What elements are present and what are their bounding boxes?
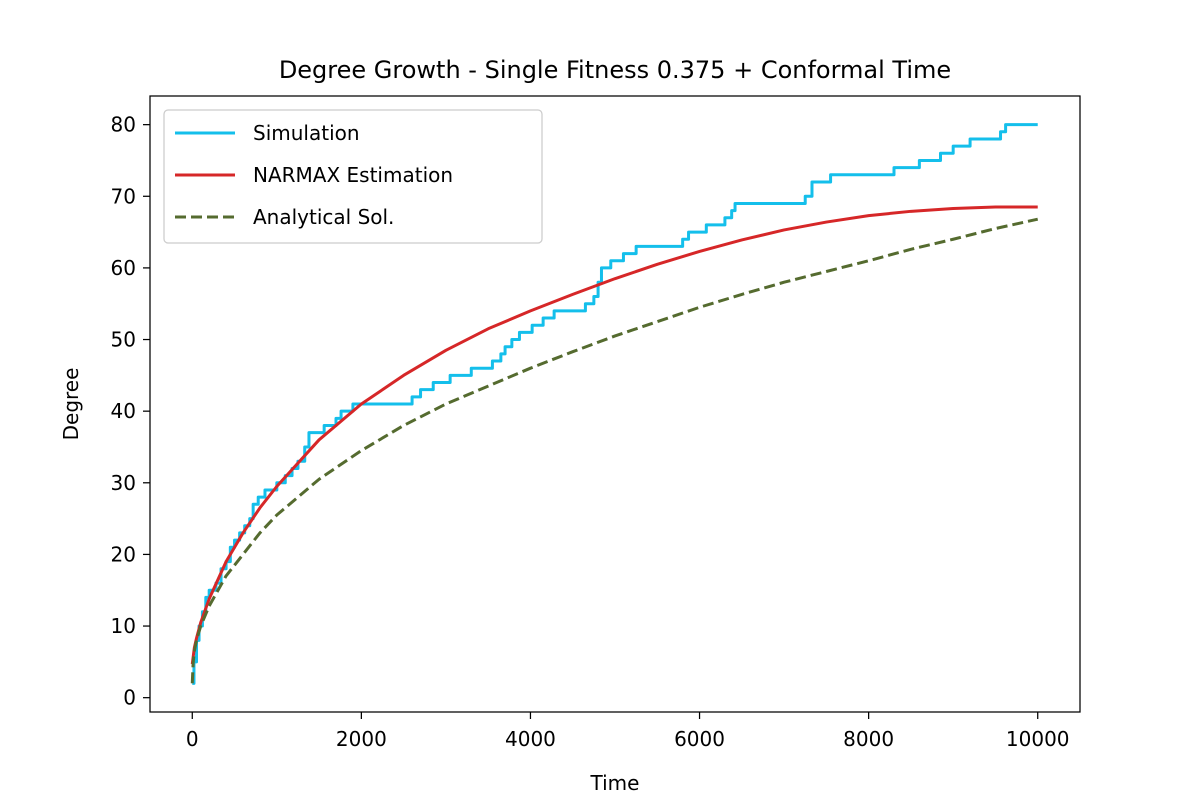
chart-title: Degree Growth - Single Fitness 0.375 + C… [279, 56, 951, 84]
x-tick-label: 8000 [843, 727, 894, 751]
legend-label-simulation: Simulation [253, 121, 360, 145]
y-tick-label: 60 [111, 256, 136, 280]
x-axis-label: Time [590, 771, 640, 795]
y-tick-label: 0 [123, 686, 136, 710]
y-tick-label: 40 [111, 399, 136, 423]
x-tick-label: 4000 [505, 727, 556, 751]
y-tick-label: 10 [111, 614, 136, 638]
series-line-narmax-estimation [190, 205, 1038, 665]
x-tick-label: 2000 [336, 727, 387, 751]
x-tick-label: 0 [186, 727, 199, 751]
x-tick-label: 10000 [1006, 727, 1070, 751]
x-axis-ticks: 0 2000 4000 6000 8000 10000 [186, 712, 1070, 751]
legend-box [163, 109, 543, 244]
y-tick-label: 20 [111, 542, 136, 566]
axes-frame [149, 95, 1081, 713]
legend: Simulation NARMAX Estimation Analytical So… [163, 109, 543, 244]
y-axis-label: Degree [59, 368, 83, 441]
x-tick-label: 6000 [674, 727, 725, 751]
y-tick-label: 70 [111, 184, 136, 208]
y-tick-label: 30 [111, 471, 136, 495]
y-axis-ticks: 0 10 20 30 40 50 60 70 80 [111, 113, 150, 710]
y-tick-label: 80 [111, 113, 136, 137]
y-tick-label: 50 [111, 328, 136, 352]
legend-label-analytical-sol: Analytical Sol. [253, 205, 394, 229]
legend-label-narmax-estimation: NARMAX Estimation [253, 163, 453, 187]
plot-area [190, 123, 1039, 685]
series-line-analytical-sol [190, 217, 1039, 684]
